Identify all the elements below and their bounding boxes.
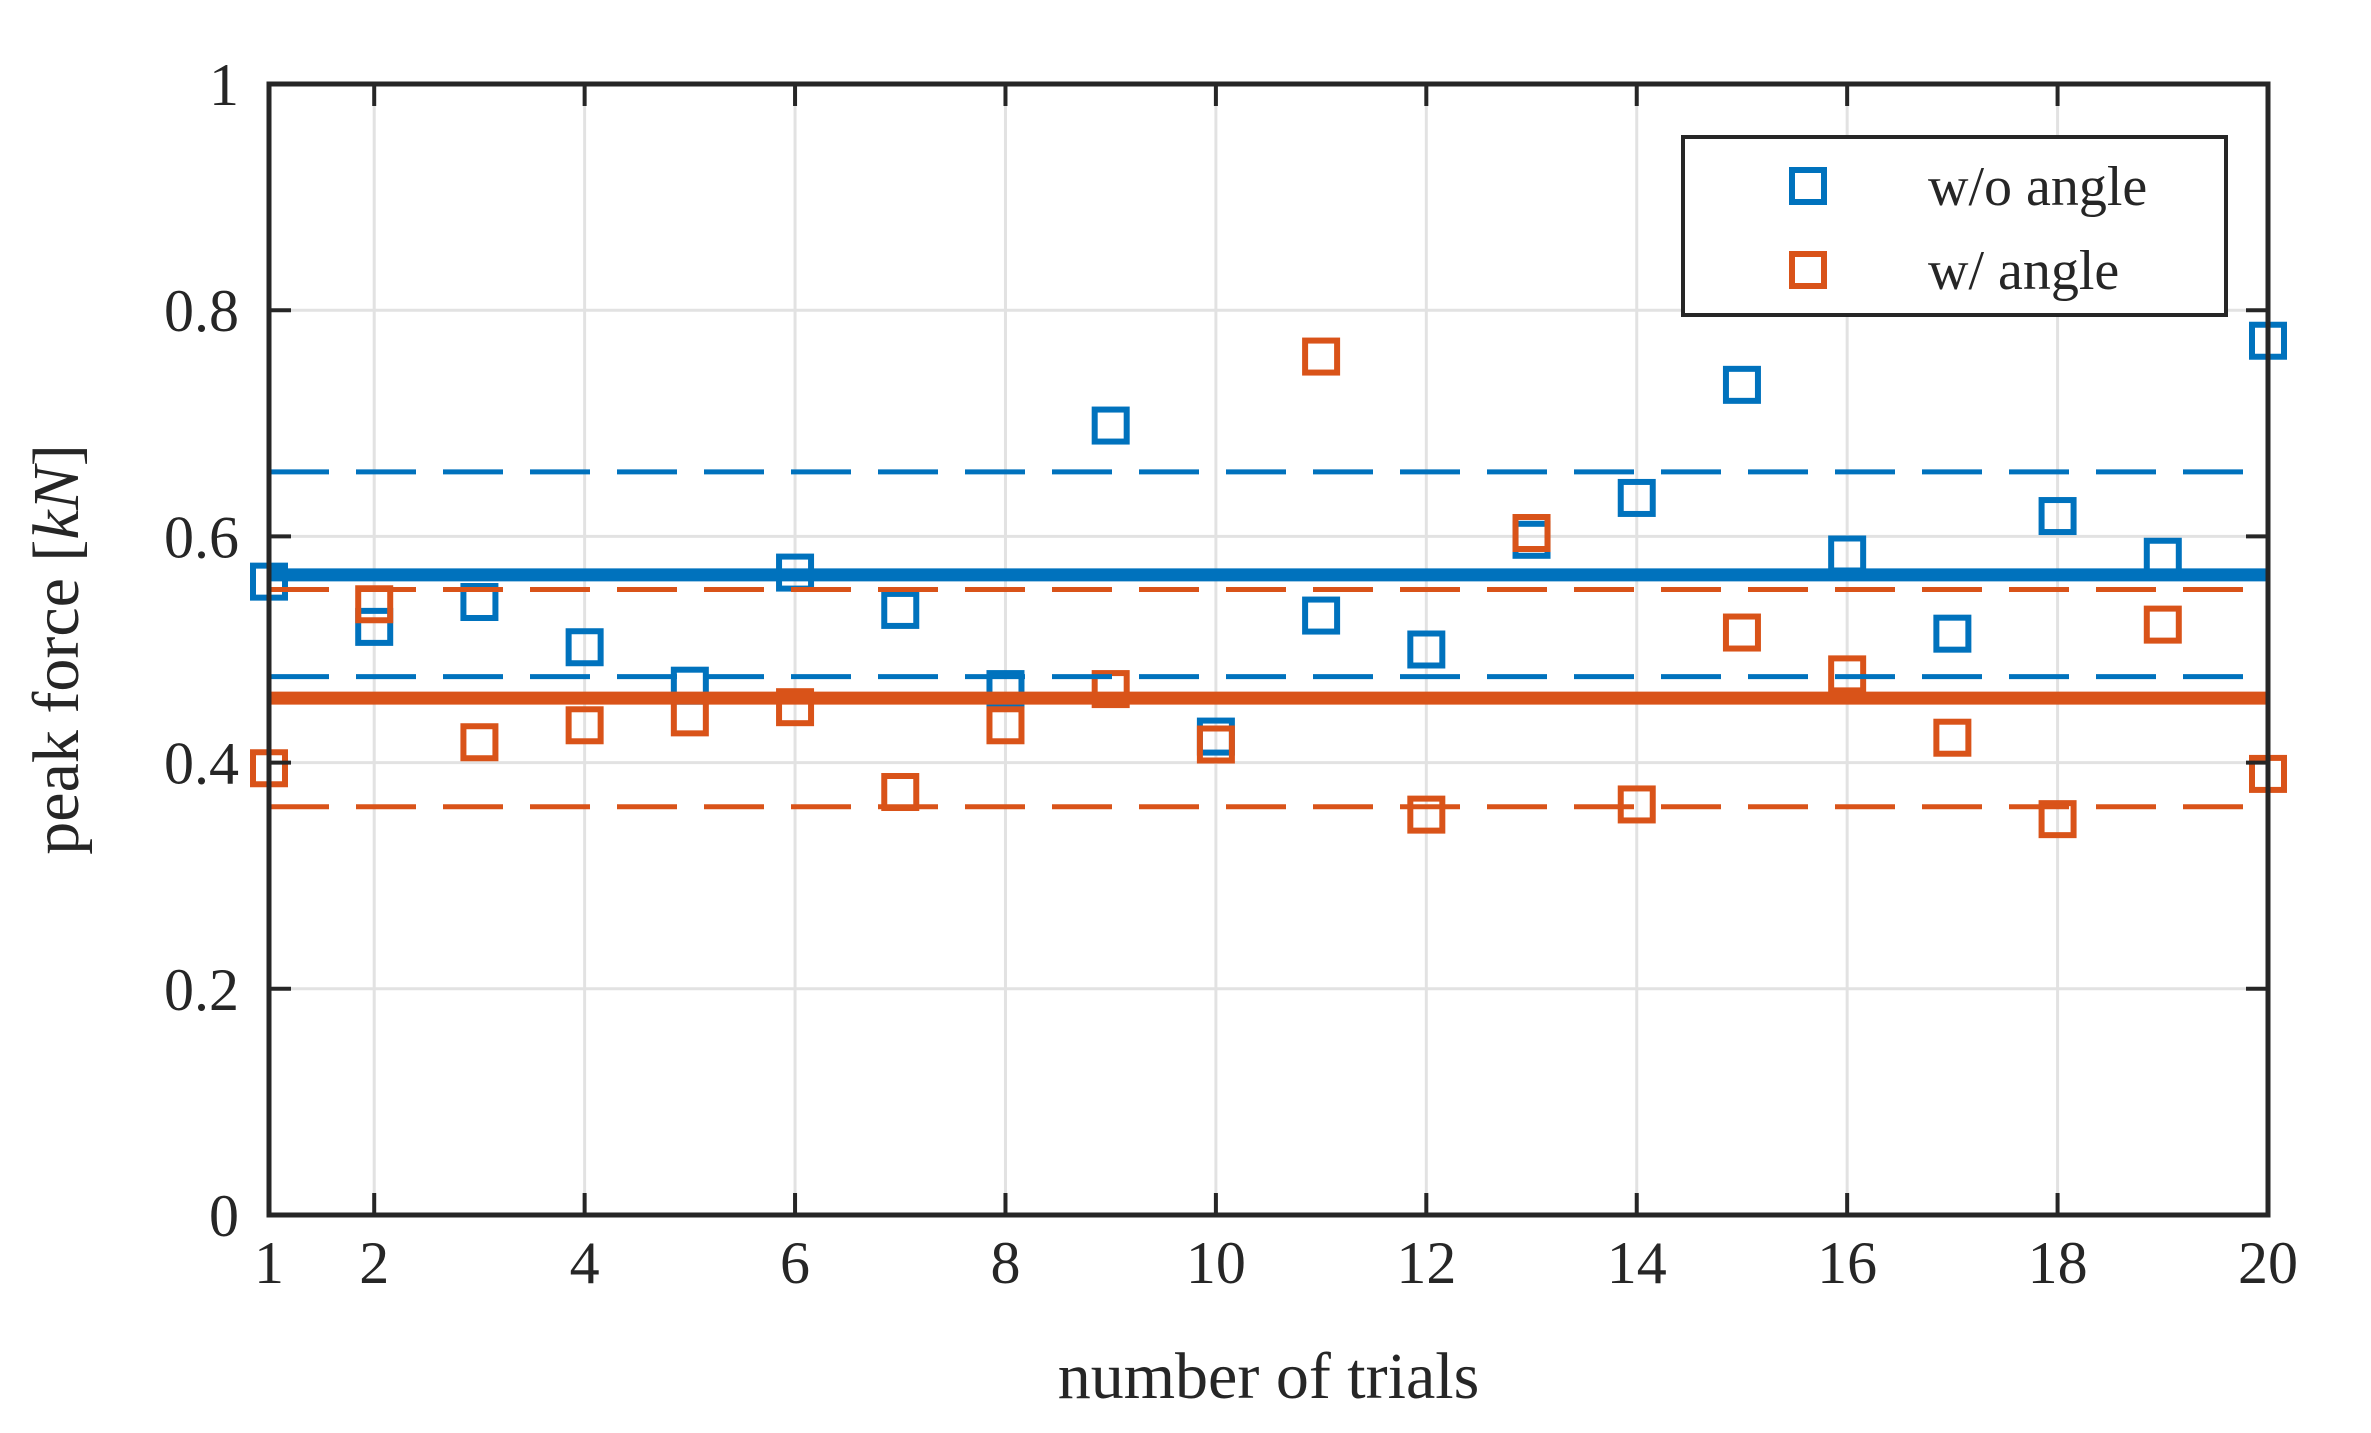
x-tick-label: 6 xyxy=(780,1230,810,1296)
data-point-wo-angle xyxy=(2038,497,2077,536)
grid-group xyxy=(269,84,2268,1215)
x-tick-label: 14 xyxy=(1607,1230,1667,1296)
data-point-w-angle xyxy=(460,723,499,762)
data-point-w-angle xyxy=(565,706,604,745)
legend-box xyxy=(1681,135,2228,317)
data-point-w-angle xyxy=(2143,605,2182,644)
x-tick-label: 12 xyxy=(1396,1230,1456,1296)
data-point-wo-angle xyxy=(1302,596,1341,635)
axis-box xyxy=(266,81,2271,1218)
data-point-wo-angle xyxy=(1407,630,1446,669)
y-tick-label: 0.6 xyxy=(164,504,239,570)
y-axis-label: peak force [kN] xyxy=(20,444,93,854)
data-point-wo-angle xyxy=(1091,406,1130,445)
data-point-w-angle xyxy=(1407,795,1446,834)
data-point-wo-angle xyxy=(1933,614,1972,653)
data-point-wo-angle xyxy=(986,670,1025,709)
legend: w/o angle w/ angle xyxy=(1681,135,2228,317)
y-tick-label: 0.8 xyxy=(164,278,239,344)
legend-label-wo-angle: w/o angle xyxy=(1928,156,2147,218)
x-axis-label: number of trials xyxy=(1058,1340,1480,1413)
x-tick-label: 16 xyxy=(1817,1230,1877,1296)
x-tick-label: 10 xyxy=(1186,1230,1246,1296)
data-point-wo-angle xyxy=(1617,478,1656,517)
data-point-wo-angle xyxy=(1722,365,1761,404)
x-tick-label: 4 xyxy=(570,1230,600,1296)
y-tick-label: 0 xyxy=(209,1183,239,1249)
legend-marker-wo-angle xyxy=(1789,167,1827,205)
data-point-w-angle xyxy=(1722,613,1761,652)
legend-label-w-angle: w/ angle xyxy=(1928,240,2119,302)
data-point-wo-angle xyxy=(565,628,604,667)
data-point-w-angle xyxy=(776,688,815,727)
x-tick-label: 18 xyxy=(2028,1230,2088,1296)
data-point-w-angle xyxy=(986,706,1025,745)
data-point-w-angle xyxy=(1091,670,1130,709)
x-tick-label: 2 xyxy=(359,1230,389,1296)
data-point-w-angle xyxy=(1302,337,1341,376)
y-tick-label: 1 xyxy=(209,52,239,118)
y-tick-label: 0.4 xyxy=(164,731,239,797)
data-point-w-angle xyxy=(1196,725,1235,764)
x-tick-label: 8 xyxy=(990,1230,1020,1296)
legend-marker-w-angle xyxy=(1789,251,1827,289)
data-point-wo-angle xyxy=(355,607,394,646)
data-point-wo-angle xyxy=(460,582,499,621)
data-point-w-angle xyxy=(2038,800,2077,839)
data-point-w-angle xyxy=(1512,514,1551,553)
data-point-w-angle xyxy=(1933,718,1972,757)
y-tick-label: 0.2 xyxy=(164,957,239,1023)
x-tick-label: 20 xyxy=(2238,1230,2298,1296)
data-point-wo-angle xyxy=(881,590,920,629)
x-tick-label: 1 xyxy=(254,1230,284,1296)
scatter-series-wo-angle xyxy=(250,321,2287,756)
